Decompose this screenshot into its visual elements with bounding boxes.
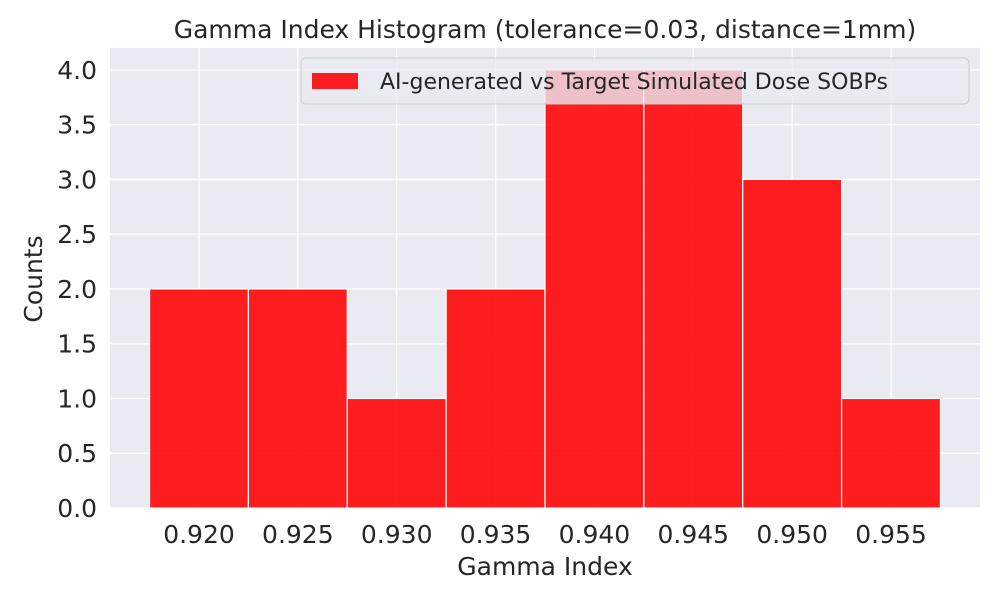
bar-series xyxy=(148,69,942,509)
y-tick-label: 1.0 xyxy=(57,384,97,413)
histogram-bar xyxy=(742,178,843,509)
legend: AI-generated vs Target Simulated Dose SO… xyxy=(300,57,970,105)
x-tick-labels: 0.920 0.925 0.930 0.935 0.940 0.945 0.950 0.955 xyxy=(163,520,927,549)
y-tick-label: 0.5 xyxy=(57,439,97,468)
y-axis-label: Counts xyxy=(19,235,48,322)
x-axis-label: Gamma Index xyxy=(457,552,633,581)
x-tick-label: 0.935 xyxy=(460,520,532,549)
legend-box xyxy=(300,57,970,105)
y-tick-labels: 0.0 0.5 1.0 1.5 2.0 2.5 3.0 3.5 4.0 xyxy=(57,56,97,523)
y-tick-label: 2.0 xyxy=(57,275,97,304)
x-tick-label: 0.950 xyxy=(756,520,828,549)
histogram-bar xyxy=(247,288,348,509)
histogram-bar xyxy=(346,397,447,509)
x-tick-label: 0.945 xyxy=(658,520,730,549)
y-tick-label: 0.0 xyxy=(57,494,97,523)
y-tick-label: 1.5 xyxy=(57,330,97,359)
y-tick-label: 3.0 xyxy=(57,165,97,194)
y-tick-label: 2.5 xyxy=(57,220,97,249)
x-tick-label: 0.940 xyxy=(559,520,631,549)
histogram-bar xyxy=(148,288,250,509)
x-tick-label: 0.925 xyxy=(262,520,334,549)
histogram-bar xyxy=(544,69,645,509)
legend-label: AI-generated vs Target Simulated Dose SO… xyxy=(380,70,888,95)
chart-title: Gamma Index Histogram (tolerance=0.03, d… xyxy=(174,15,917,44)
x-tick-label: 0.930 xyxy=(361,520,433,549)
y-tick-label: 3.5 xyxy=(57,111,97,140)
legend-swatch xyxy=(312,73,358,89)
x-tick-label: 0.920 xyxy=(163,520,235,549)
histogram-bar xyxy=(643,69,744,509)
x-tick-label: 0.955 xyxy=(855,520,927,549)
y-tick-label: 4.0 xyxy=(57,56,97,85)
histogram-bar xyxy=(840,397,942,509)
histogram-bar xyxy=(445,288,546,509)
